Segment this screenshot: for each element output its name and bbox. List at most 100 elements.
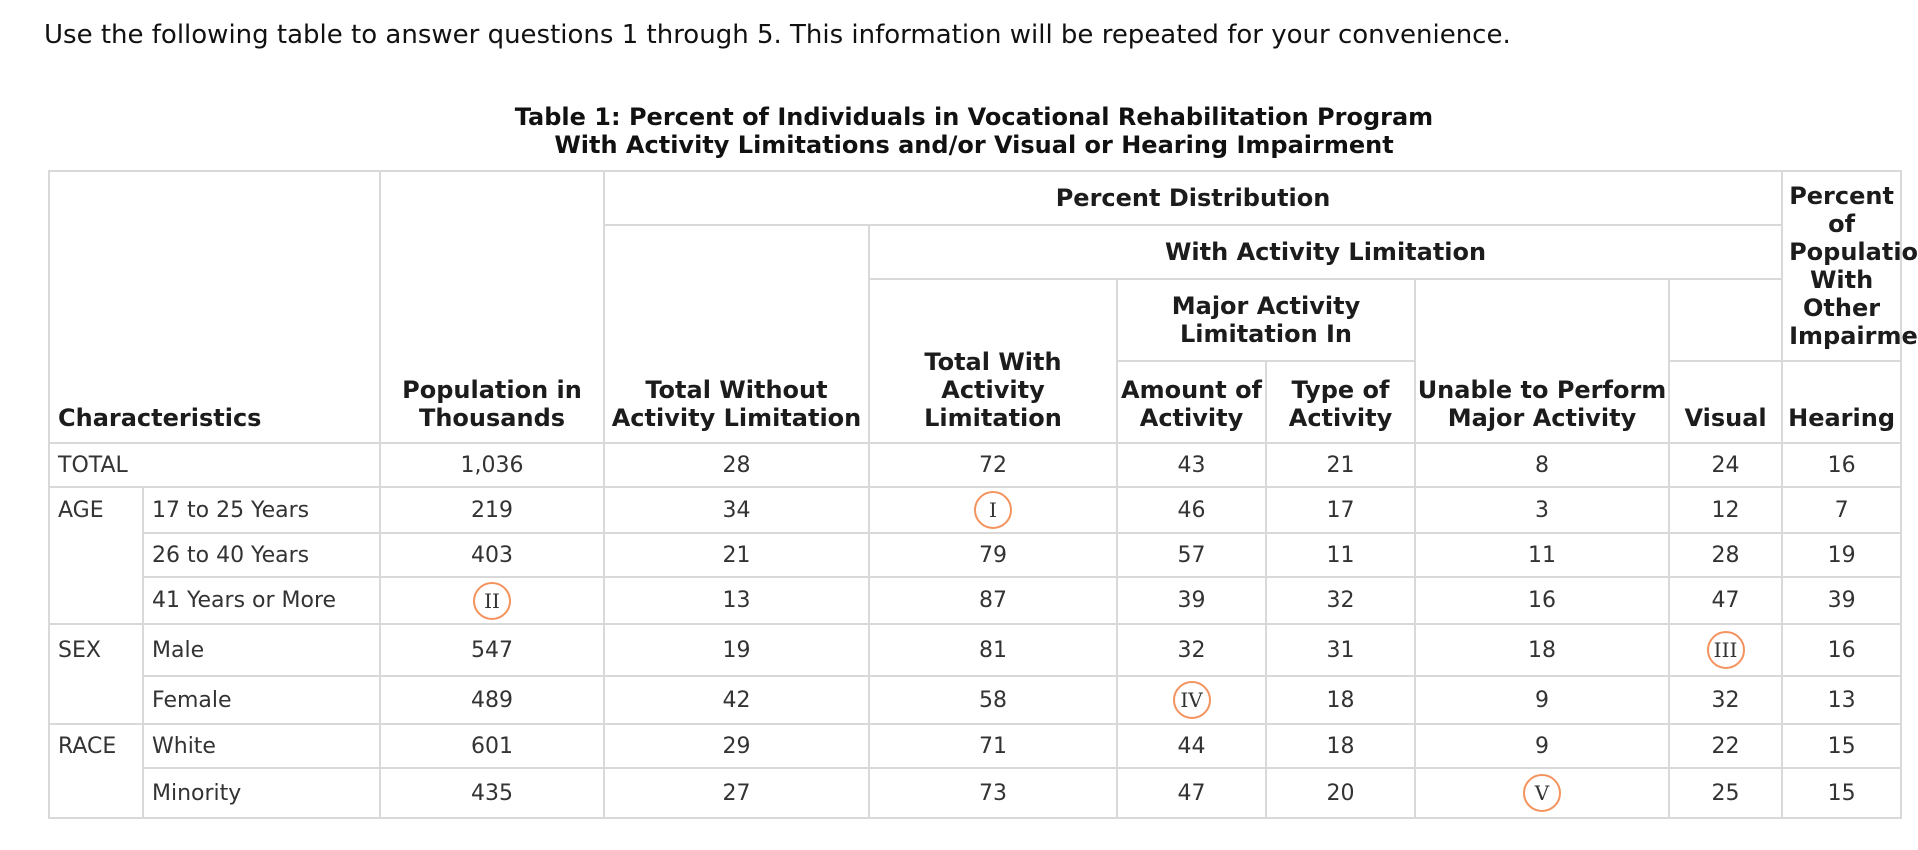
cell-unable: 8 [1414,442,1670,488]
header-other-impairment: Percent of Population With Other Impairm… [1781,170,1918,362]
row-group-age: AGE [48,486,144,533]
cell-population: 547 [379,623,605,677]
row-group-total: TOTAL [48,442,381,488]
cell-population: II [379,576,605,625]
cell-type: 11 [1265,532,1416,578]
cell-total-with: 71 [868,723,1118,769]
row-group-empty [48,533,144,577]
table-row: Female 489 42 58 IV 18 9 32 13 [48,675,1903,725]
circled-marker-v: V [1523,774,1561,812]
cell-without: 42 [603,675,870,725]
header-unable: Unable to Perform Major Activity [1414,278,1670,444]
cell-amount: IV [1116,675,1267,725]
caption-line-1: Table 1: Percent of Individuals in Vocat… [514,103,1434,131]
intro-text: Use the following table to answer questi… [44,20,1511,50]
table-row: Minority 435 27 73 47 20 V 25 15 [48,767,1903,819]
cell-unable: V [1414,767,1670,819]
cell-visual: 28 [1667,532,1784,578]
cell-total-with: 87 [868,576,1118,625]
cell-hearing: 39 [1781,576,1903,625]
row-label: Male [142,623,381,677]
cell-type: 18 [1265,675,1416,725]
cell-type: 31 [1265,623,1416,677]
cell-unable: 18 [1414,623,1670,677]
header-total-without: Total Without Activity Limitation [603,224,870,444]
cell-without: 19 [603,623,870,677]
table-row: RACE White 601 29 71 44 18 9 22 15 [48,723,1903,769]
row-label: Female [142,675,381,725]
row-group-sex: SEX [48,623,144,676]
cell-visual: 25 [1667,767,1784,819]
cell-population: 403 [379,532,605,578]
cell-hearing: 19 [1781,532,1903,578]
cell-total-with: 72 [868,442,1118,488]
cell-amount: 57 [1116,532,1267,578]
cell-amount: 46 [1116,486,1267,534]
cell-hearing: 15 [1781,767,1903,819]
cell-total-with: 81 [868,623,1118,677]
header-visual: Visual [1667,360,1784,444]
header-characteristics: Characteristics [48,170,381,444]
table-row: SEX Male 547 19 81 32 31 18 III 16 [48,623,1903,677]
row-group-empty [48,768,144,819]
cell-amount: 39 [1116,576,1267,625]
table-row: 26 to 40 Years 403 21 79 57 11 11 28 19 [48,532,1903,578]
header-total-with: Total With Activity Limitation [868,278,1118,444]
header-type: Type of Activity [1265,360,1416,444]
header-with-activity-limitation: With Activity Limitation [867,224,1784,280]
table-caption: Table 1: Percent of Individuals in Vocat… [48,103,1900,159]
row-label: 26 to 40 Years [142,532,381,578]
caption-line-2: With Activity Limitations and/or Visual … [554,131,1394,159]
cell-without: 21 [603,532,870,578]
cell-without: 29 [603,723,870,769]
row-label: 41 Years or More [142,576,381,625]
cell-visual: 24 [1667,442,1784,488]
cell-hearing: 7 [1781,486,1903,534]
table-row: 41 Years or More II 13 87 39 32 16 47 39 [48,576,1903,625]
row-group-empty [48,676,144,725]
cell-hearing: 15 [1781,723,1903,769]
cell-amount: 44 [1116,723,1267,769]
row-group-race: RACE [48,723,144,768]
header-population: Population in Thousands [379,170,605,444]
circled-marker-i: I [974,491,1012,529]
table-row: TOTAL 1,036 28 72 43 21 8 24 16 [48,442,1903,488]
cell-population: 219 [379,486,605,534]
header-amount: Amount of Activity [1116,360,1267,444]
cell-total-with: 58 [868,675,1118,725]
cell-population: 435 [379,767,605,819]
cell-visual: 47 [1667,576,1784,625]
cell-population: 601 [379,723,605,769]
cell-visual: 32 [1667,675,1784,725]
circled-marker-ii: II [473,581,511,620]
cell-without: 13 [603,576,870,625]
cell-hearing: 13 [1781,675,1903,725]
cell-unable: 9 [1414,723,1670,769]
cell-total-with: I [868,486,1118,534]
cell-unable: 3 [1414,486,1670,534]
cell-total-with: 73 [868,767,1118,819]
cell-without: 34 [603,486,870,534]
circled-marker-iii: III [1706,631,1745,669]
header-percent-distribution: Percent Distribution [602,170,1784,226]
cell-amount: 43 [1116,442,1267,488]
cell-type: 18 [1265,723,1416,769]
cell-without: 28 [603,442,870,488]
row-label: 17 to 25 Years [142,486,381,534]
data-table: Characteristics Population in Thousands … [48,170,1918,819]
row-group-empty [48,577,144,625]
cell-amount: 47 [1116,767,1267,819]
cell-without: 27 [603,767,870,819]
row-label: Minority [142,767,381,819]
table-row: AGE 17 to 25 Years 219 34 I 46 17 3 12 7 [48,486,1903,534]
cell-amount: 32 [1116,623,1267,677]
cell-type: 17 [1265,486,1416,534]
cell-hearing: 16 [1781,623,1903,677]
cell-unable: 11 [1414,532,1670,578]
cell-visual: III [1667,623,1784,677]
cell-visual: 12 [1667,486,1784,534]
cell-unable: 16 [1414,576,1670,625]
cell-unable: 9 [1414,675,1670,725]
row-label: White [142,723,381,769]
header-major-activity: Major Activity Limitation In [1116,278,1416,362]
